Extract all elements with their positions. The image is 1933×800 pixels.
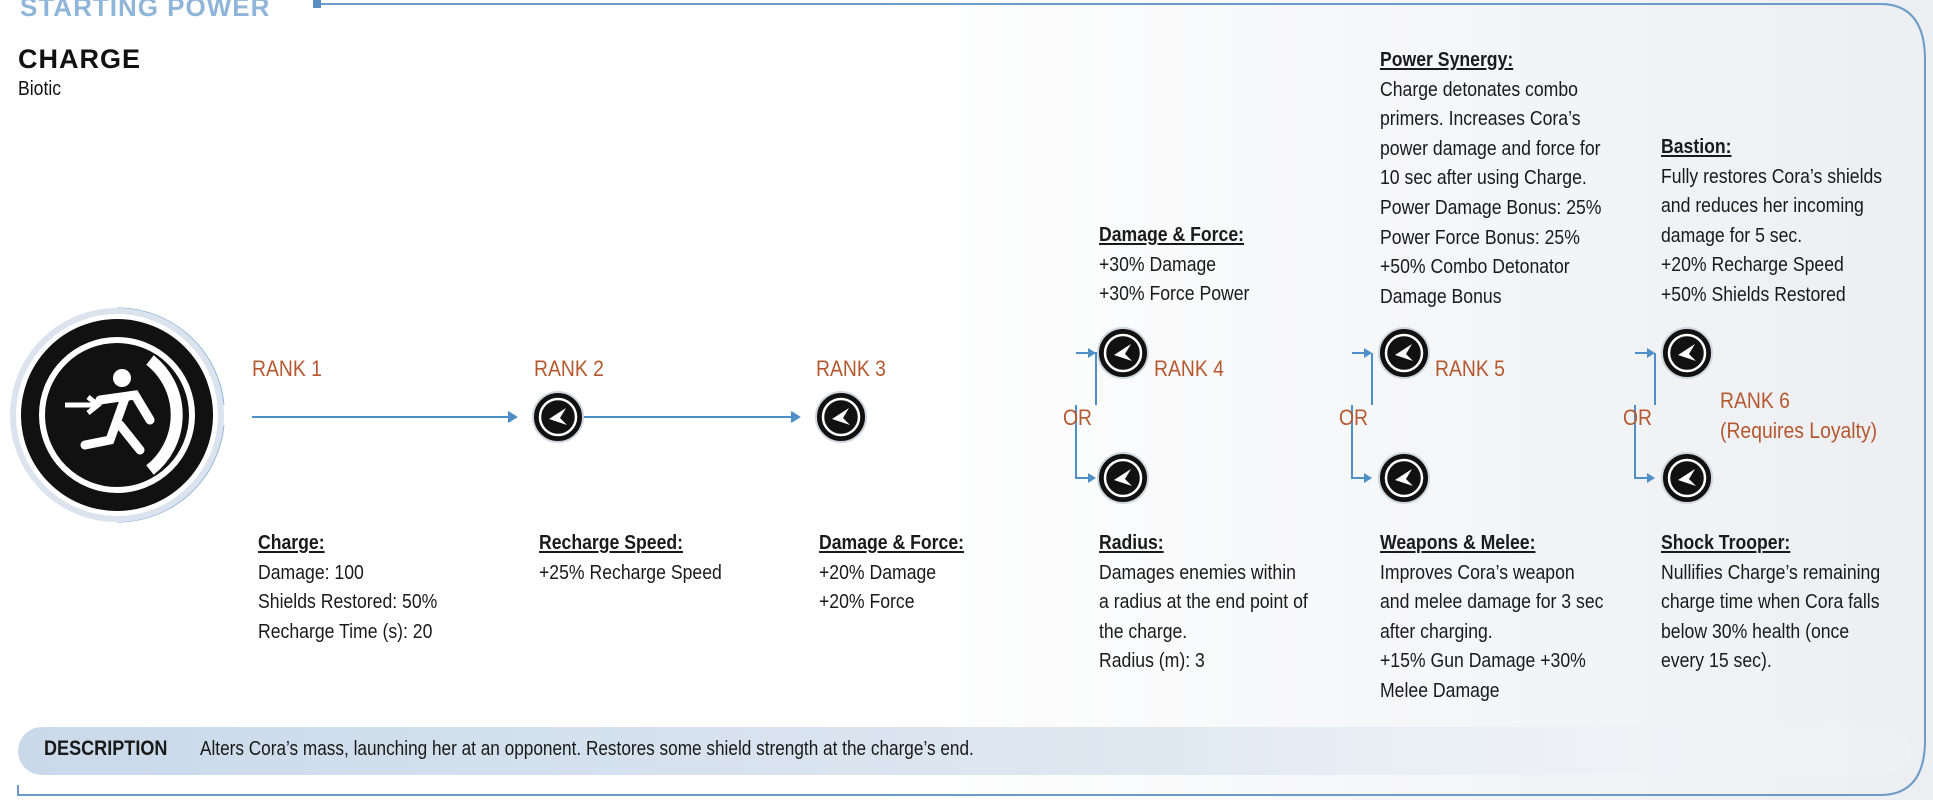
power-name: CHARGE bbox=[18, 44, 142, 74]
rank-detail: Shock Trooper: Nullifies Charge’s remaini… bbox=[1661, 528, 1880, 676]
rank-icon bbox=[1378, 327, 1430, 379]
rank-detail: Damage & Force: +30% Damage +30% Force Pow… bbox=[1099, 220, 1249, 309]
detail-line: Charge detonates combo bbox=[1380, 77, 1578, 101]
rank-detail: Charge: Damage: 100 Shields Restored: 50% R… bbox=[258, 528, 437, 646]
detail-line: +25% Recharge Speed bbox=[539, 560, 722, 584]
detail-line: +30% Damage bbox=[1099, 252, 1217, 276]
rank-label: RANK 5 bbox=[1435, 356, 1505, 381]
detail-title: Damage & Force: bbox=[1099, 223, 1245, 246]
detail-line: primers. Increases Cora’s bbox=[1380, 107, 1581, 131]
detail-line: a radius at the end point of bbox=[1099, 590, 1308, 614]
detail-line: power damage and force for bbox=[1380, 136, 1601, 160]
rank-detail: Recharge Speed: +25% Recharge Speed bbox=[539, 528, 722, 587]
detail-line: and melee damage for 3 sec bbox=[1380, 590, 1604, 614]
rank-icon bbox=[1378, 452, 1430, 504]
or-label: OR bbox=[1339, 405, 1369, 430]
detail-line: and reduces her incoming bbox=[1661, 194, 1864, 218]
detail-line: +20% Recharge Speed bbox=[1661, 253, 1844, 277]
detail-line: 10 sec after using Charge. bbox=[1380, 166, 1587, 190]
detail-line: Melee Damage bbox=[1380, 678, 1500, 702]
detail-line: below 30% health (once bbox=[1661, 619, 1850, 643]
or-label: OR bbox=[1623, 405, 1653, 430]
rank-label: RANK 4 bbox=[1154, 356, 1224, 381]
detail-line: +20% Damage bbox=[819, 560, 937, 584]
description-text: Alters Cora’s mass, launching her at an … bbox=[200, 738, 974, 760]
detail-line: Improves Cora’s weapon bbox=[1380, 560, 1575, 584]
rank-label: RANK 2 bbox=[534, 356, 604, 381]
detail-line: Damages enemies within bbox=[1099, 560, 1296, 584]
rank-detail: Power Synergy: Charge detonates combo prim… bbox=[1380, 45, 1601, 311]
detail-line: +30% Force Power bbox=[1099, 282, 1250, 306]
detail-title: Bastion: bbox=[1661, 135, 1732, 158]
detail-line: Power Damage Bonus: 25% bbox=[1380, 195, 1602, 219]
rank-icon bbox=[1661, 452, 1713, 504]
detail-line: Recharge Time (s): 20 bbox=[258, 619, 433, 643]
detail-line: charge time when Cora falls bbox=[1661, 590, 1880, 614]
rank-icon bbox=[1097, 327, 1149, 379]
rank-note: (Requires Loyalty) bbox=[1720, 418, 1878, 443]
or-label: OR bbox=[1063, 405, 1093, 430]
rank-icon bbox=[815, 391, 867, 443]
detail-title: Recharge Speed: bbox=[539, 531, 684, 554]
description-label: DESCRIPTION bbox=[44, 737, 168, 760]
rank-icon bbox=[1661, 327, 1713, 379]
detail-line: every 15 sec). bbox=[1661, 649, 1772, 673]
detail-line: Damage Bonus bbox=[1380, 284, 1502, 308]
rank-icon bbox=[1097, 452, 1149, 504]
rank-detail: Bastion: Fully restores Cora’s shields and… bbox=[1661, 132, 1882, 310]
detail-line: after charging. bbox=[1380, 619, 1493, 643]
detail-title: Damage & Force: bbox=[819, 531, 965, 554]
detail-line: Fully restores Cora’s shields bbox=[1661, 164, 1883, 188]
power-type: Biotic bbox=[18, 78, 62, 100]
detail-line: damage for 5 sec. bbox=[1661, 223, 1803, 247]
detail-line: Damage: 100 bbox=[258, 560, 364, 584]
rank-detail: Weapons & Melee: Improves Cora’s weapon an… bbox=[1380, 528, 1603, 706]
detail-title: Weapons & Melee: bbox=[1380, 531, 1536, 554]
rank-detail: Damage & Force: +20% Damage +20% Force bbox=[819, 528, 964, 617]
rank-label: RANK 3 bbox=[816, 356, 886, 381]
detail-line: +50% Combo Detonator bbox=[1380, 255, 1570, 279]
detail-title: Power Synergy: bbox=[1380, 48, 1514, 71]
detail-title: Radius: bbox=[1099, 531, 1164, 554]
detail-line: +50% Shields Restored bbox=[1661, 282, 1846, 306]
detail-line: Power Force Bonus: 25% bbox=[1380, 225, 1580, 249]
rank-label: RANK 1 bbox=[252, 356, 322, 381]
detail-title: Charge: bbox=[258, 531, 325, 554]
section-title: STARTING POWER bbox=[20, 0, 271, 22]
rank-detail: Radius: Damages enemies within a radius at… bbox=[1099, 528, 1308, 676]
rank-label: RANK 6 bbox=[1720, 388, 1790, 413]
detail-line: +20% Force bbox=[819, 590, 915, 614]
detail-line: Nullifies Charge’s remaining bbox=[1661, 560, 1881, 584]
detail-line: Shields Restored: 50% bbox=[258, 590, 438, 614]
rank-icon bbox=[532, 391, 584, 443]
detail-line: +15% Gun Damage +30% bbox=[1380, 649, 1586, 673]
detail-title: Shock Trooper: bbox=[1661, 531, 1791, 554]
detail-line: the charge. bbox=[1099, 619, 1188, 643]
detail-line: Radius (m): 3 bbox=[1099, 649, 1205, 673]
